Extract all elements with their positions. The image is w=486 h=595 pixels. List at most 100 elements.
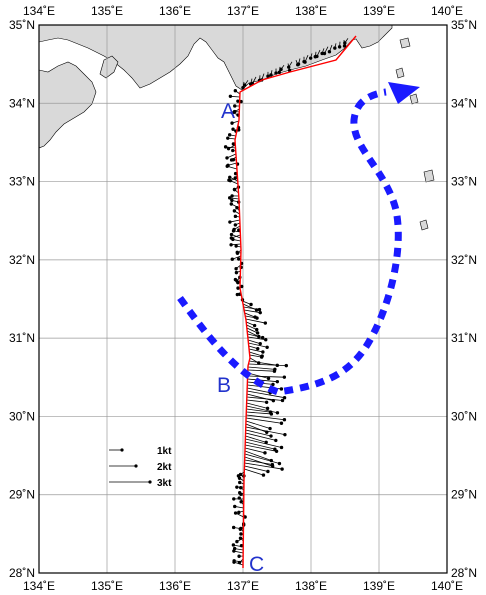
- vector-tip: [271, 382, 275, 387]
- vector-tip: [236, 99, 240, 103]
- vector-tip: [229, 232, 234, 237]
- vector-tip: [233, 277, 238, 282]
- vector-tip: [315, 54, 319, 59]
- vector-tip: [232, 560, 236, 564]
- current-vector: [247, 366, 275, 370]
- point-label-c: C: [249, 553, 264, 576]
- current-vector: [245, 426, 285, 436]
- vector-tip: [268, 426, 272, 431]
- vector-tip: [275, 411, 280, 415]
- vector-tip: [231, 158, 236, 162]
- vector-tip: [242, 83, 247, 87]
- vector-tip: [232, 549, 236, 553]
- vector-tip: [238, 472, 243, 477]
- vector-tip: [225, 164, 229, 168]
- vector-tip: [273, 447, 277, 451]
- vector-tip: [260, 335, 265, 340]
- vector-tip: [237, 496, 241, 500]
- vector-tip: [236, 286, 240, 290]
- current-vector: [243, 306, 260, 311]
- current-vector: [245, 429, 272, 437]
- current-vector: [245, 315, 258, 319]
- lon-label-top: 137˚E: [227, 4, 259, 18]
- vector-tip: [237, 257, 241, 261]
- vector-tip: [279, 387, 284, 391]
- vector-tip: [258, 341, 262, 346]
- lon-label-top: 136˚E: [159, 4, 191, 18]
- vector-tip: [230, 257, 234, 261]
- vector-tip: [269, 412, 274, 416]
- vector-tip: [229, 202, 233, 206]
- vector-tip: [235, 539, 239, 544]
- vector-tip: [231, 237, 235, 242]
- vector-tip: [235, 205, 239, 210]
- vector-tip: [234, 270, 239, 275]
- current-vector: [246, 393, 274, 402]
- current-vector: [247, 387, 271, 394]
- vector-tip: [228, 196, 232, 200]
- vector-tip: [232, 497, 236, 501]
- vector-tip: [255, 316, 259, 320]
- current-vector: [249, 351, 263, 357]
- current-vector: [245, 441, 275, 450]
- legend-label-1kt: 1kt: [157, 446, 172, 457]
- vector-tip: [231, 525, 236, 530]
- vector-tip: [230, 121, 234, 125]
- vector-tip: [239, 532, 243, 536]
- vector-tip: [238, 480, 242, 485]
- vector-tip: [234, 244, 238, 248]
- vector-tip: [337, 45, 342, 49]
- vector-tip: [227, 178, 231, 182]
- lat-label-right: 33˚N: [451, 175, 477, 189]
- shikoku-landmass: [39, 61, 97, 149]
- vector-tip: [264, 338, 268, 342]
- current-vector: [244, 312, 256, 318]
- legend-label-3kt: 3kt: [157, 478, 172, 489]
- lat-label-right: 35˚N: [451, 18, 477, 32]
- vector-tip: [232, 209, 237, 213]
- vector-tip: [266, 376, 271, 381]
- vector-tip: [327, 49, 332, 54]
- current-vector: [249, 354, 262, 358]
- vector-tip: [233, 511, 238, 515]
- vector-tip: [274, 71, 278, 75]
- vector-tip: [261, 350, 265, 354]
- vector-tip: [257, 307, 262, 312]
- vector-tip: [259, 355, 264, 359]
- izu-island-1: [399, 37, 411, 49]
- vector-tip: [237, 476, 242, 480]
- current-vector: [248, 363, 287, 367]
- lat-label-left: 34˚N: [9, 96, 35, 110]
- lon-label-bottom: 138˚E: [295, 579, 327, 593]
- vector-tip: [277, 461, 282, 466]
- vector-tip: [308, 56, 313, 60]
- current-vector: [246, 408, 271, 413]
- current-vector: [248, 342, 268, 348]
- lat-label-right: 34˚N: [451, 96, 477, 110]
- lon-label-top: 139˚E: [363, 4, 395, 18]
- current-vector: [244, 450, 272, 461]
- current-vector: [244, 459, 273, 465]
- izu-island-2: [395, 67, 405, 79]
- current-vector: [247, 378, 278, 383]
- vector-tip: [342, 44, 347, 48]
- vector-tip: [280, 467, 284, 471]
- lon-label-bottom: 135˚E: [91, 579, 123, 593]
- vector-tip: [233, 214, 238, 219]
- lon-label-top: 140˚E: [431, 4, 463, 18]
- vector-tip: [239, 500, 243, 504]
- lon-label-top: 138˚E: [295, 4, 327, 18]
- current-vector: [244, 447, 266, 454]
- current-vector: [244, 462, 283, 470]
- vector-tip: [230, 198, 234, 203]
- vector-tip: [283, 432, 287, 437]
- vector-tip: [266, 74, 270, 78]
- vector-tip: [239, 486, 243, 490]
- legend-label-2kt: 2kt: [157, 462, 172, 473]
- vector-tip: [233, 89, 238, 93]
- vector-tip: [265, 345, 269, 349]
- point-label-a: A: [221, 100, 235, 123]
- current-vector: [246, 405, 278, 414]
- current-vector: [245, 435, 267, 443]
- lon-label-bottom: 139˚E: [363, 579, 395, 593]
